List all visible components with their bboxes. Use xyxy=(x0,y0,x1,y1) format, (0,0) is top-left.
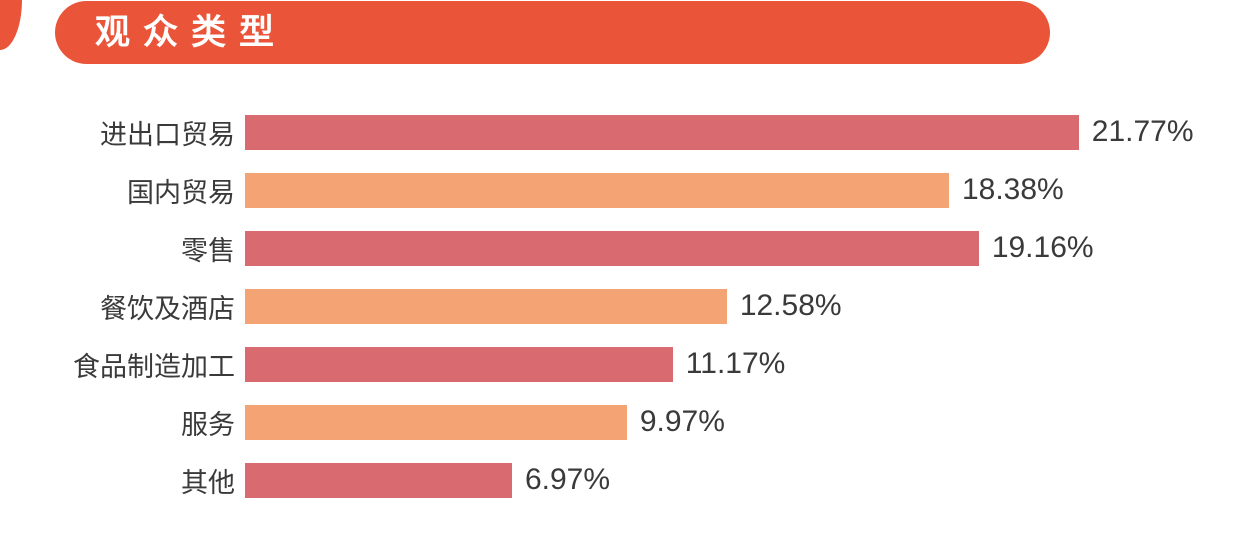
value-label: 11.17% xyxy=(685,347,786,380)
category-label: 零售 xyxy=(181,235,235,266)
chart-row: 零售 19.16% xyxy=(0,219,1239,277)
chart-row: 餐饮及酒店 12.58% xyxy=(0,277,1239,335)
chart-row: 食品制造加工 11.17% xyxy=(0,335,1239,393)
category-label: 餐饮及酒店 xyxy=(100,293,235,324)
value-label: 12.58% xyxy=(739,289,842,322)
category-label: 服务 xyxy=(181,409,235,440)
value-label: 18.38% xyxy=(961,173,1064,206)
bar xyxy=(245,346,673,382)
category-label: 进出口贸易 xyxy=(100,119,235,150)
bar xyxy=(245,288,727,324)
bar-chart: 进出口贸易 21.77% 国内贸易 18.38% 零售 19.16% 餐饮及酒店… xyxy=(0,103,1239,509)
title-banner: 观众类型 xyxy=(55,1,1050,64)
category-label: 其他 xyxy=(181,467,235,498)
page-title: 观众类型 xyxy=(95,13,288,52)
category-label: 食品制造加工 xyxy=(73,351,235,382)
bar xyxy=(245,462,512,498)
corner-shape-fragment xyxy=(0,0,22,50)
bar xyxy=(245,114,1079,150)
value-label: 19.16% xyxy=(991,231,1094,264)
chart-row: 进出口贸易 21.77% xyxy=(0,103,1239,161)
chart-row: 其他 6.97% xyxy=(0,451,1239,509)
bar xyxy=(245,404,627,440)
chart-row: 国内贸易 18.38% xyxy=(0,161,1239,219)
chart-row: 服务 9.97% xyxy=(0,393,1239,451)
category-label: 国内贸易 xyxy=(127,177,235,208)
value-label: 6.97% xyxy=(524,463,611,496)
bar xyxy=(245,230,979,266)
value-label: 21.77% xyxy=(1091,115,1194,148)
value-label: 9.97% xyxy=(639,405,725,438)
bar xyxy=(245,172,949,208)
